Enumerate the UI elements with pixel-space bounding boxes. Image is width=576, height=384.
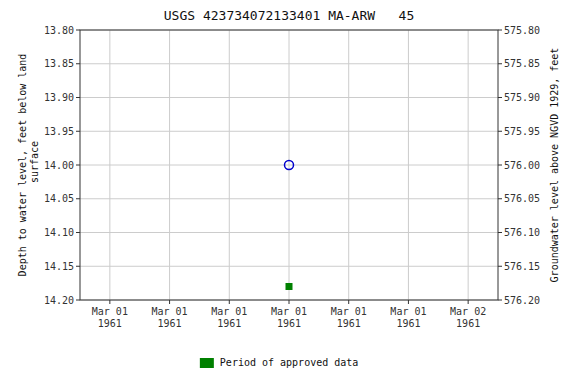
x-grid-line <box>408 30 409 300</box>
y-tick-label: 13.80 <box>44 25 74 36</box>
y2-tick-label: 576.20 <box>504 295 540 306</box>
background <box>0 0 576 384</box>
title: USGS 423734072133401 MA-ARW 45 <box>164 8 414 23</box>
y-tick-label: 14.05 <box>44 193 74 204</box>
y2-tick-label: 576.05 <box>504 193 540 204</box>
x-tick <box>169 300 170 304</box>
x-tick <box>408 300 409 304</box>
x-tick <box>348 300 349 304</box>
x-grid-line <box>169 30 170 300</box>
y2-tick-label: 576.15 <box>504 261 540 272</box>
y-tick <box>76 266 80 267</box>
x-grid-line <box>289 30 290 300</box>
x-tick-label: Mar 011961 <box>92 306 128 329</box>
y-tick <box>76 131 80 132</box>
y-tick <box>76 232 80 233</box>
x-tick-label: Mar 011961 <box>152 306 188 329</box>
y-tick-label: 13.85 <box>44 58 74 69</box>
y-tick-label: 14.00 <box>44 160 74 171</box>
x-tick-label: Mar 021961 <box>450 306 486 329</box>
y2-tick-label: 576.10 <box>504 227 540 238</box>
x-tick <box>289 300 290 304</box>
legend: Period of approved data <box>200 357 358 368</box>
y-tick <box>76 97 80 98</box>
x-tick <box>109 300 110 304</box>
y2-tick <box>498 232 502 233</box>
y-axis-label: Depth to water level, feet below land su… <box>17 54 40 277</box>
plot-frame <box>80 30 498 300</box>
y-tick-label: 14.10 <box>44 227 74 238</box>
y2-tick <box>498 131 502 132</box>
y2-tick <box>498 97 502 98</box>
legend-label: Period of approved data <box>220 357 358 368</box>
chart: 13.80 13.85 13.90 13.95 14.00 14.05 14.10 14.15… <box>0 0 576 384</box>
y2-tick-label: 575.90 <box>504 92 540 103</box>
y-tick <box>76 300 80 301</box>
data <box>285 161 294 290</box>
y2-tick <box>498 266 502 267</box>
x-tick-label: Mar 011961 <box>390 306 426 329</box>
y-tick <box>76 198 80 199</box>
x-grid-line <box>348 30 349 300</box>
legend-swatch <box>200 358 214 368</box>
x-grid-line <box>109 30 110 300</box>
y-tick-label: 14.20 <box>44 295 74 306</box>
circle-marker <box>285 161 294 170</box>
x-tick-label: Mar 011961 <box>331 306 367 329</box>
x-grid-line <box>468 30 469 300</box>
grid <box>80 30 498 300</box>
axes: 13.80 13.85 13.90 13.95 14.00 14.05 14.10 14.15… <box>44 25 540 330</box>
y2-tick <box>498 198 502 199</box>
y2-tick <box>498 300 502 301</box>
y2-tick-label: 575.85 <box>504 58 540 69</box>
y2-tick <box>498 165 502 166</box>
x-tick <box>468 300 469 304</box>
y-tick <box>76 63 80 64</box>
y2-axis-label: Groundwater level above NGVD 1929, feet <box>549 48 560 283</box>
y2-tick-label: 576.00 <box>504 160 540 171</box>
y-tick-label: 13.90 <box>44 92 74 103</box>
y-tick <box>76 30 80 31</box>
square-marker <box>286 284 292 290</box>
y-tick <box>76 165 80 166</box>
x-grid-line <box>229 30 230 300</box>
y2-tick <box>498 30 502 31</box>
y-tick-label: 13.95 <box>44 126 74 137</box>
y2-tick-label: 575.80 <box>504 25 540 36</box>
y2-tick <box>498 63 502 64</box>
y2-tick-label: 575.95 <box>504 126 540 137</box>
y-tick-label: 14.15 <box>44 261 74 272</box>
x-tick-label: Mar 011961 <box>211 306 247 329</box>
x-tick-label: Mar 011961 <box>271 306 307 329</box>
x-tick <box>229 300 230 304</box>
